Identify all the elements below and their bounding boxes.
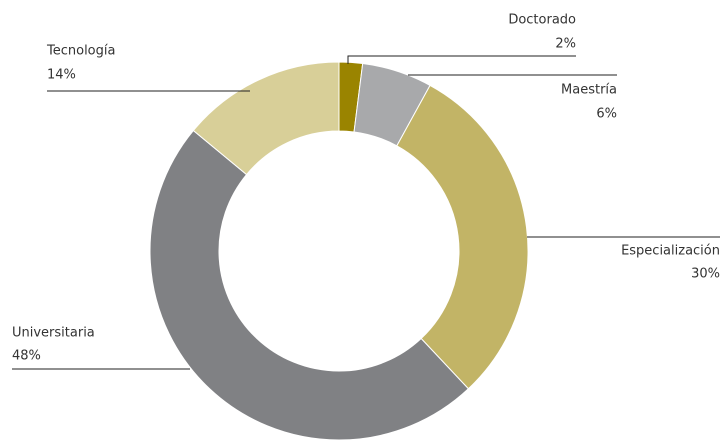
category-label: Tecnología: [46, 44, 115, 59]
value-label: 6%: [596, 107, 617, 122]
value-label: 30%: [691, 267, 720, 282]
category-label: Doctorado: [508, 13, 576, 28]
value-label: 2%: [555, 37, 576, 52]
value-label: 48%: [12, 349, 41, 364]
value-label: 14%: [47, 68, 76, 83]
category-label: Maestría: [561, 83, 617, 98]
leader-line: [347, 55, 576, 64]
category-label: Especialización: [621, 244, 720, 259]
category-label: Universitaria: [12, 326, 95, 341]
donut-segment: [192, 61, 340, 176]
donut-segment: [396, 84, 529, 390]
donut-segment: [149, 129, 470, 440]
